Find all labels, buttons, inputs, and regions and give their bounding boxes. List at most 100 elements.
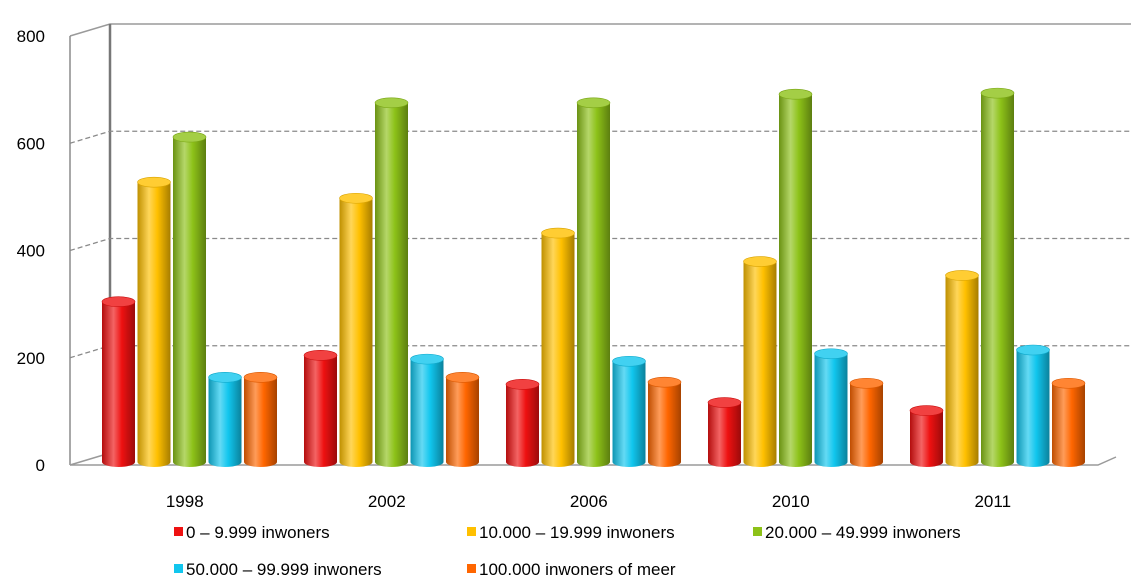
bar [612, 355, 646, 467]
bar-body [173, 136, 206, 468]
legend-label: 10.000 – 19.999 inwoners [479, 523, 675, 542]
bar-body [743, 260, 777, 467]
bar-body [339, 197, 373, 468]
legend-item: 50.000 – 99.999 inwoners [174, 560, 382, 579]
y-tick-label: 200 [17, 349, 45, 368]
bar-top [980, 87, 1015, 99]
x-tick-label: 2010 [772, 492, 810, 511]
bar-body [137, 181, 171, 467]
bar-body [612, 360, 646, 467]
bar [208, 372, 242, 467]
bar-top [410, 353, 444, 365]
bar-top [172, 131, 207, 143]
bar-body [708, 401, 741, 467]
bar-body [208, 376, 242, 467]
bar [778, 88, 813, 467]
bar-top [374, 97, 409, 109]
legend-item: 0 – 9.999 inwoners [174, 523, 330, 542]
bar [1051, 377, 1086, 467]
bar [576, 97, 611, 467]
legend-swatch [467, 564, 476, 573]
legend-item: 10.000 – 19.999 inwoners [467, 523, 675, 542]
bar-body [648, 381, 681, 467]
bar-top [137, 176, 171, 188]
bar-top [647, 376, 682, 388]
bar-top [743, 256, 777, 267]
bar [1016, 344, 1050, 467]
bar-top [303, 350, 338, 361]
bar [303, 350, 338, 467]
legend-label: 100.000 inwoners of meer [479, 560, 676, 579]
bar-body [981, 92, 1014, 467]
bar-body [779, 93, 812, 467]
legend-swatch [174, 527, 183, 536]
legend-item: 20.000 – 49.999 inwoners [753, 523, 961, 542]
bar-top [945, 270, 979, 281]
y-axis-tick-labels: 0 200 400 600 800 [17, 27, 45, 475]
legend-label: 50.000 – 99.999 inwoners [186, 560, 382, 579]
bar-top [814, 348, 848, 360]
bar [339, 192, 373, 468]
legend-item: 100.000 inwoners of meer [467, 560, 676, 579]
bar-body [244, 376, 277, 467]
bar-body [410, 358, 444, 467]
x-tick-label: 2002 [368, 492, 406, 511]
bar-top [576, 97, 611, 109]
bar-body [814, 352, 848, 467]
x-tick-label: 2011 [974, 492, 1011, 511]
bar-body [1016, 348, 1050, 467]
y-tick-label: 800 [17, 27, 45, 46]
bar [814, 348, 848, 467]
bar [541, 227, 575, 467]
legend-label: 0 – 9.999 inwoners [186, 523, 330, 542]
bar-body [446, 376, 479, 467]
legend-swatch [467, 527, 476, 536]
bar-body [102, 300, 135, 467]
bar-body [910, 409, 943, 467]
bar [243, 372, 278, 467]
legend: 0 – 9.999 inwoners 10.000 – 19.999 inwone… [174, 523, 961, 579]
bar-body [506, 383, 539, 467]
y-tick-label: 400 [17, 242, 45, 261]
bar-top [909, 405, 944, 416]
bar [445, 372, 480, 467]
bar [410, 353, 444, 467]
bar [647, 376, 682, 467]
bar-body [945, 274, 979, 467]
bar-body [1052, 382, 1085, 467]
bar-top [541, 227, 575, 239]
back-wall-top-edge [69, 23, 1131, 37]
bar [945, 270, 979, 467]
bar-body [304, 354, 337, 467]
bar [137, 176, 171, 467]
bar [374, 97, 409, 467]
bar [505, 379, 540, 467]
bar-top [849, 377, 884, 389]
bar-top [101, 296, 136, 308]
bar-top [1051, 377, 1086, 389]
bar-top [445, 372, 480, 383]
bar [849, 377, 884, 467]
bar-body [850, 382, 883, 467]
y-tick-label: 600 [17, 134, 45, 153]
y-tick-label: 0 [36, 456, 45, 475]
bar [980, 87, 1015, 467]
bar-top [612, 355, 646, 367]
bar-top [243, 372, 278, 383]
floor-front-edge [70, 456, 1117, 466]
bar [172, 131, 207, 468]
x-tick-label: 1998 [166, 492, 204, 511]
x-tick-label: 2006 [570, 492, 608, 511]
bar-body [541, 232, 575, 467]
bar-top [505, 379, 540, 390]
bar-top [1016, 344, 1050, 356]
bar-top [339, 192, 373, 204]
x-axis-category-labels: 1998 2002 2006 2010 2011 [166, 492, 1011, 511]
bar [743, 256, 777, 467]
bar [101, 296, 136, 467]
bar-top [778, 88, 813, 100]
legend-swatch [174, 564, 183, 573]
bar [707, 397, 742, 467]
bar-body [375, 101, 408, 467]
